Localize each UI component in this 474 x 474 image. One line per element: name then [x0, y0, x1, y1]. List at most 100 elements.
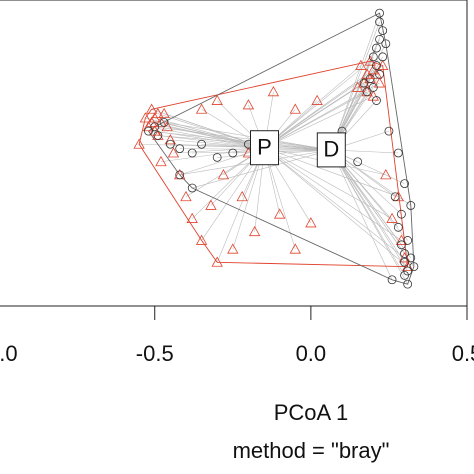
data-point — [378, 26, 388, 36]
spider-line — [331, 13, 380, 151]
hull — [147, 12, 415, 285]
data-point — [353, 157, 363, 167]
data-point — [409, 262, 419, 272]
data-point — [368, 52, 378, 62]
data-point — [186, 212, 198, 223]
spider-line — [331, 149, 393, 280]
data-point — [380, 169, 392, 180]
data-point — [372, 96, 381, 105]
data-point — [267, 85, 280, 97]
data-point — [289, 103, 301, 114]
centroid-box — [250, 130, 280, 166]
hull — [138, 60, 409, 268]
spider-line — [331, 149, 408, 285]
data-point — [195, 234, 208, 245]
data-point — [384, 126, 394, 136]
data-point — [289, 243, 301, 254]
data-point — [242, 99, 255, 110]
data-point — [400, 270, 409, 280]
data-point — [144, 126, 153, 136]
data-point — [355, 59, 367, 70]
data-point — [197, 139, 206, 149]
data-point — [180, 190, 192, 202]
data-point — [372, 43, 381, 53]
data-point — [397, 240, 406, 250]
data-point — [352, 81, 364, 92]
spider-line — [139, 143, 265, 149]
data-point — [359, 78, 369, 88]
plot-frame — [0, 0, 468, 307]
data-point — [305, 217, 317, 228]
centroid-label: D — [323, 137, 339, 162]
spider-line — [157, 135, 265, 149]
spider-line — [157, 113, 265, 149]
data-point — [375, 69, 384, 79]
data-point — [145, 103, 158, 114]
data-point — [393, 222, 403, 232]
x-tick-label: 0.0 — [296, 341, 327, 366]
data-point — [375, 8, 384, 18]
spider-line — [192, 149, 332, 189]
centroid-label: P — [257, 135, 272, 160]
data-point — [150, 122, 160, 132]
data-point — [381, 39, 391, 49]
data-point — [370, 68, 383, 79]
data-point — [397, 209, 406, 219]
data-point — [217, 169, 230, 180]
spider-line — [164, 122, 332, 151]
data-point — [195, 103, 208, 114]
data-point — [406, 253, 416, 263]
data-point — [164, 134, 177, 145]
data-point — [400, 257, 409, 267]
x-tick-label: -0.5 — [136, 341, 174, 366]
data-point — [400, 179, 409, 189]
centroid-box — [316, 132, 346, 168]
data-point — [158, 107, 170, 119]
data-point — [205, 199, 217, 210]
data-point — [228, 148, 238, 158]
data-point — [155, 155, 167, 167]
data-point — [400, 249, 409, 258]
data-point — [387, 275, 397, 285]
x-axis-subtitle: method = "bray" — [233, 438, 390, 463]
data-point — [212, 152, 222, 162]
data-point — [175, 170, 185, 180]
spider-line — [264, 147, 393, 219]
spider-line — [264, 65, 362, 148]
data-point — [311, 94, 323, 105]
data-point — [403, 279, 413, 289]
spider-line — [331, 149, 412, 259]
data-point — [362, 87, 372, 97]
data-point — [167, 147, 180, 158]
data-point — [375, 34, 384, 44]
data-point — [403, 236, 413, 245]
data-point — [273, 208, 286, 219]
data-point — [373, 77, 386, 88]
spider-line — [264, 147, 408, 267]
spider-line — [331, 149, 415, 267]
data-point — [133, 138, 145, 149]
data-point — [367, 90, 380, 101]
spider-line — [148, 130, 332, 151]
spider-line — [264, 147, 405, 259]
x-tick-label: -1.0 — [0, 341, 18, 366]
data-point — [236, 190, 248, 202]
data-point — [365, 74, 375, 84]
data-point — [248, 225, 261, 237]
data-point — [187, 183, 197, 193]
data-point — [378, 52, 388, 62]
spider-line — [264, 87, 358, 148]
data-point — [187, 148, 197, 158]
data-point — [368, 83, 378, 92]
data-point — [372, 61, 381, 70]
spider-line — [264, 147, 399, 197]
data-point — [406, 201, 416, 210]
spider-line — [154, 126, 332, 151]
data-point — [375, 17, 384, 27]
spider-line — [216, 147, 265, 263]
data-point — [159, 118, 169, 127]
data-point — [211, 94, 223, 105]
data-point — [211, 256, 223, 267]
x-tick-label: 0.5 — [452, 341, 474, 366]
spider-line — [232, 149, 332, 154]
